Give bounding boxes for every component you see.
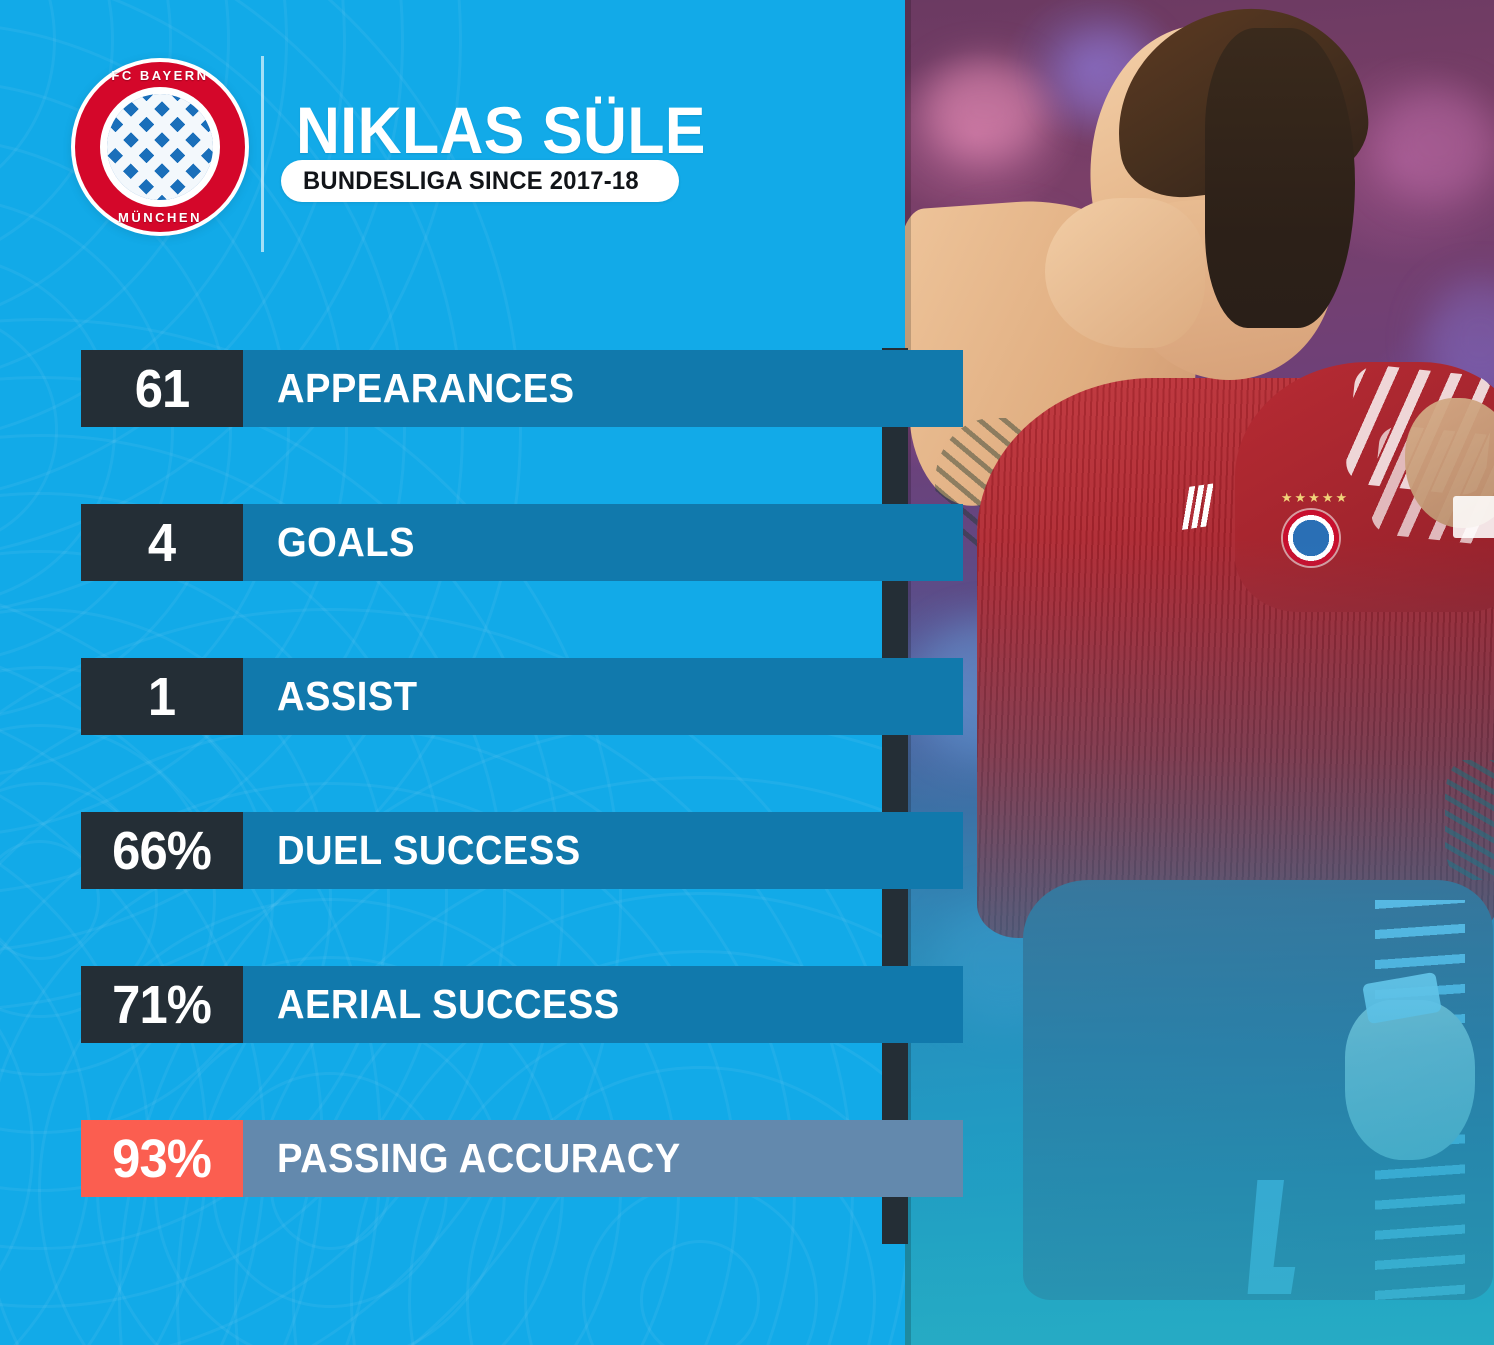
crest-lozenge-pattern <box>107 94 213 200</box>
stat-label: GOALS <box>277 519 415 565</box>
stat-label: DUEL SUCCESS <box>277 827 581 873</box>
crest-bottom-text: MÜNCHEN <box>118 210 202 225</box>
page-title: NIKLAS SÜLE <box>296 93 706 167</box>
stat-value: 61 <box>134 358 191 419</box>
subtitle-badge: BUNDESLIGA SINCE 2017-18 <box>281 160 679 202</box>
stat-label: ASSIST <box>277 673 418 719</box>
crest-lozenge-field <box>107 94 213 200</box>
stat-label-bar: DUEL SUCCESS <box>243 812 963 889</box>
stats-panel: 61 APPEARANCES 4 GOALS 1 ASSIST 66% DUEL SUCCES… <box>81 348 963 1244</box>
stat-value-box: 4 <box>81 504 243 581</box>
stat-value: 66% <box>112 820 213 881</box>
stat-value-box: 61 <box>81 350 243 427</box>
stat-label: APPEARANCES <box>277 365 575 411</box>
stat-value: 1 <box>148 666 176 727</box>
stat-value-box: 1 <box>81 658 243 735</box>
fc-bayern-crest-icon: FC BAYERN MÜNCHEN <box>71 58 249 236</box>
stat-label-bar: APPEARANCES <box>243 350 963 427</box>
stat-value-box: 66% <box>81 812 243 889</box>
stat-label-bar: GOALS <box>243 504 963 581</box>
stat-value: 71% <box>112 974 213 1035</box>
player-photo: ★★★★★ <box>905 0 1494 1345</box>
stat-value: 93% <box>112 1128 213 1189</box>
stat-value-box: 71% <box>81 966 243 1043</box>
stats-panel-spine <box>882 348 908 1244</box>
stat-value-box: 93% <box>81 1120 243 1197</box>
stat-value: 4 <box>148 512 176 573</box>
stat-label: AERIAL SUCCESS <box>277 981 620 1027</box>
subtitle-text: BUNDESLIGA SINCE 2017-18 <box>303 166 639 195</box>
stat-label: PASSING ACCURACY <box>277 1135 681 1181</box>
header: FC BAYERN MÜNCHEN NIKLAS SÜLE BUNDESLIGA… <box>0 0 910 300</box>
crest-lettering: FC BAYERN MÜNCHEN <box>71 58 249 236</box>
photo-cyan-overlay <box>905 0 1494 1345</box>
stat-label-bar: PASSING ACCURACY <box>243 1120 963 1197</box>
crest-top-text: FC BAYERN <box>111 68 209 83</box>
header-divider <box>261 56 264 252</box>
stat-label-bar: ASSIST <box>243 658 963 735</box>
stat-label-bar: AERIAL SUCCESS <box>243 966 963 1043</box>
